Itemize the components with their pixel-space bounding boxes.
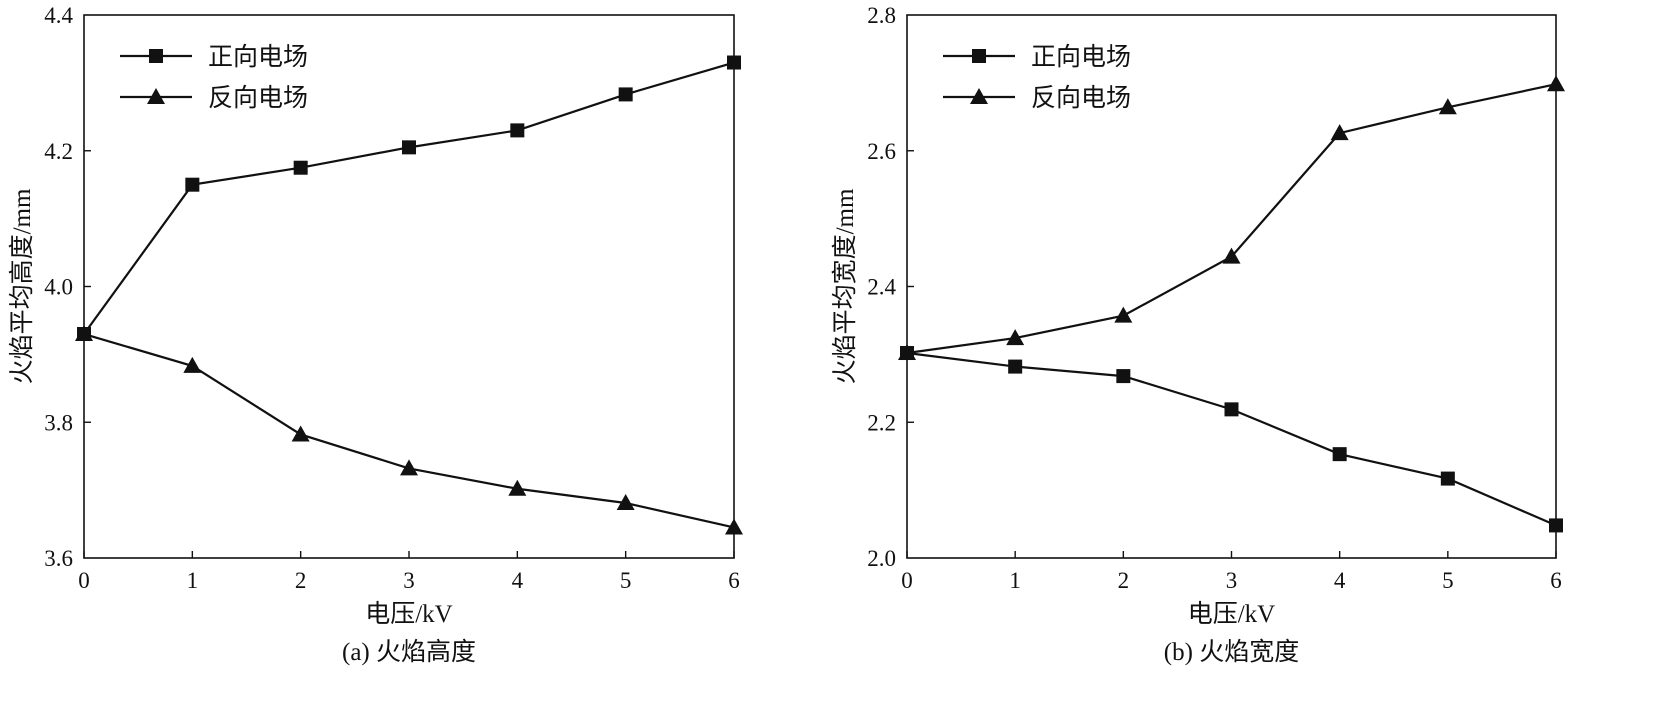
y-tick-label: 2.2 — [867, 410, 896, 435]
legend-marker-triangle — [147, 88, 165, 104]
x-tick-label: 0 — [901, 568, 913, 593]
x-tick-label: 3 — [403, 568, 415, 593]
x-tick-label: 3 — [1226, 568, 1238, 593]
series-line-reverse — [906, 83, 1557, 355]
data-point-triangle — [1114, 306, 1133, 323]
data-point-square — [1116, 369, 1131, 384]
chart-a-svg: 0 1 2 3 4 5 6 3.6 3.8 4.0 4.2 4.4 电压/kV 火焰平均高度/mm (a) … — [8, 3, 743, 666]
x-tick-label: 2 — [1118, 568, 1130, 593]
y-tick-label: 2.8 — [867, 3, 896, 28]
legend-label: 正向电场 — [208, 43, 308, 71]
data-point-triangle — [1006, 329, 1025, 346]
data-point-square — [618, 87, 633, 102]
x-tick-label: 1 — [1009, 568, 1021, 593]
data-point-triangle — [616, 494, 635, 511]
legend-marker-triangle — [970, 88, 988, 104]
data-point-square — [1224, 402, 1239, 417]
data-point-square — [293, 160, 308, 175]
data-point-square — [1332, 447, 1347, 462]
x-tick-label: 4 — [512, 568, 524, 593]
x-tick-label: 0 — [78, 568, 90, 593]
x-tick-label: 2 — [295, 568, 307, 593]
legend-marker-square — [149, 49, 163, 63]
data-point-triangle — [183, 356, 202, 373]
y-axis-label: 火焰平均宽度/mm — [831, 188, 859, 384]
data-point-triangle — [1547, 75, 1565, 92]
legend-label: 正向电场 — [1031, 43, 1131, 71]
chart-caption: (a) 火焰高度 — [342, 638, 476, 666]
data-point-triangle — [291, 425, 310, 442]
y-tick-label: 2.6 — [867, 139, 896, 164]
y-tick-label: 4.4 — [44, 3, 73, 28]
data-point-square — [1549, 518, 1563, 533]
data-point-triangle — [75, 325, 93, 342]
data-point-triangle — [1222, 247, 1241, 264]
x-tick-label: 5 — [620, 568, 632, 593]
y-tick-label: 4.2 — [44, 139, 73, 164]
data-point-square — [185, 177, 200, 192]
chart-caption: (b) 火焰宽度 — [1164, 638, 1299, 666]
x-tick-label: 1 — [187, 568, 199, 593]
y-tick-label: 2.4 — [867, 275, 896, 300]
data-point-triangle — [725, 518, 743, 535]
y-tick-label: 3.8 — [44, 410, 73, 435]
x-axis-label: 电压/kV — [1188, 600, 1276, 628]
x-tick-label: 6 — [1550, 568, 1562, 593]
data-point-square — [727, 55, 741, 70]
data-point-square — [402, 140, 416, 155]
y-tick-label: 2.0 — [867, 546, 896, 571]
x-tick-label: 4 — [1334, 568, 1346, 593]
data-point-square — [1440, 471, 1455, 486]
series-line-forward — [83, 61, 735, 335]
y-tick-label: 3.6 — [44, 546, 73, 571]
data-point-triangle — [1330, 124, 1349, 141]
legend-label: 反向电场 — [208, 84, 308, 112]
data-point-triangle — [508, 479, 527, 496]
chart-panel-b: 0 1 2 3 4 5 6 2.0 2.2 2.4 2.6 2.8 电压/kV 火焰平均宽度/mm (b) … — [822, 0, 1655, 712]
y-tick-label: 4.0 — [44, 275, 73, 300]
x-axis-label: 电压/kV — [365, 600, 453, 628]
data-point-square — [510, 123, 525, 138]
y-axis-label: 火焰平均高度/mm — [8, 188, 36, 384]
x-tick-label: 6 — [728, 568, 740, 593]
x-tick-label: 5 — [1442, 568, 1454, 593]
legend-marker-square — [972, 49, 986, 63]
series-line-reverse — [83, 332, 735, 529]
series-line-forward — [906, 351, 1557, 527]
data-point-triangle — [1438, 98, 1457, 115]
chart-panel-a: 0 1 2 3 4 5 6 3.6 3.8 4.0 4.2 4.4 电压/kV 火焰平均高度/mm (a) … — [0, 0, 833, 712]
chart-b-svg: 0 1 2 3 4 5 6 2.0 2.2 2.4 2.6 2.8 电压/kV 火焰平均宽度/mm (b) … — [831, 3, 1565, 666]
data-point-square — [1008, 359, 1023, 374]
data-point-triangle — [400, 459, 418, 476]
data-point-triangle — [898, 344, 916, 361]
legend-label: 反向电场 — [1031, 84, 1131, 112]
